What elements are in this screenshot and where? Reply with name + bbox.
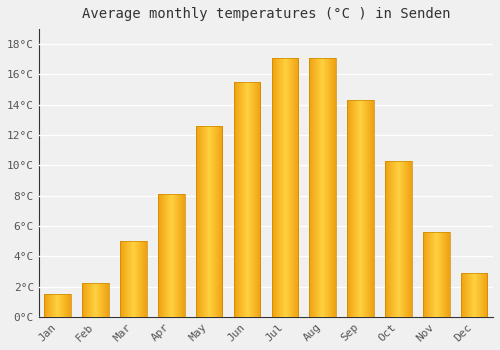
Bar [348, 100, 374, 317]
Bar [120, 241, 146, 317]
Bar [44, 294, 71, 317]
Bar [461, 273, 487, 317]
Bar [310, 58, 336, 317]
Bar [272, 58, 298, 317]
Bar [385, 161, 411, 317]
Bar [234, 82, 260, 317]
Bar [158, 194, 184, 317]
Bar [82, 284, 109, 317]
Bar [423, 232, 450, 317]
Bar [196, 126, 222, 317]
Title: Average monthly temperatures (°C ) in Senden: Average monthly temperatures (°C ) in Se… [82, 7, 450, 21]
